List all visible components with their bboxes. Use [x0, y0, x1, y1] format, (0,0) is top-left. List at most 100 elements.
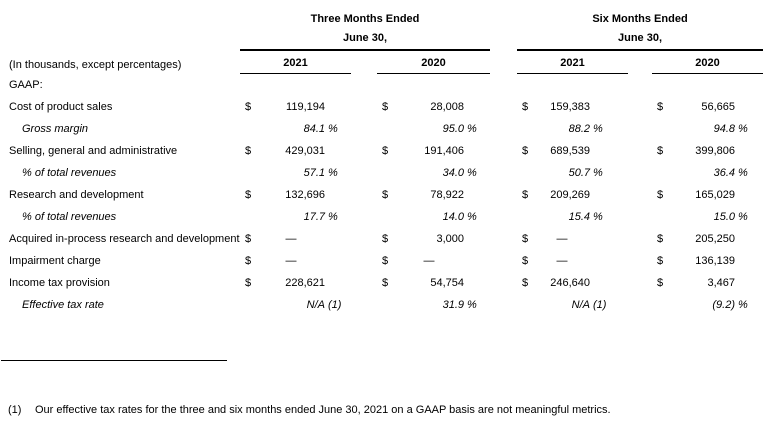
date-subheader-six-months: June 30,: [517, 26, 763, 51]
period-date-row: June 30, June 30,: [0, 26, 763, 51]
column-gap: [351, 51, 377, 74]
table-row: % of total revenues 57.1% 34.0% 50.7% 36.4%: [0, 162, 763, 184]
period-title-row: Three Months Ended Six Months Ended: [0, 0, 763, 26]
cell-value: 209,269: [550, 189, 590, 201]
value-cell: 94.8%: [652, 123, 763, 135]
value-cell: $689,539: [517, 145, 628, 157]
value-cell: $159,383: [517, 101, 628, 113]
value-suffix: %: [328, 211, 338, 223]
value-cell: $ —: [517, 233, 628, 245]
cell-value: 246,640: [550, 277, 590, 289]
value-cell: $209,269: [517, 189, 628, 201]
units-note: (In thousands, except percentages): [9, 59, 182, 71]
value-cell: $191,406: [377, 145, 490, 157]
value-cell: $28,008: [377, 101, 490, 113]
cell-value: 14.0: [442, 211, 464, 223]
currency-symbol: $: [382, 233, 389, 245]
zero-dash: —: [285, 255, 297, 267]
cell-value: 136,139: [695, 255, 735, 267]
currency-symbol: $: [522, 101, 529, 113]
zero-dash: —: [556, 233, 568, 245]
cell-value: 31.9: [442, 299, 464, 311]
row-label: % of total revenues: [22, 211, 117, 223]
cell-value: 78,922: [430, 189, 464, 201]
value-cell: $3,467: [652, 277, 763, 289]
value-suffix: %: [328, 167, 338, 179]
value-cell: 34.0%: [377, 167, 490, 179]
cell-value: 191,406: [424, 145, 464, 157]
value-suffix: %: [593, 167, 603, 179]
value-cell: 17.7%: [240, 211, 351, 223]
row-label: % of total revenues: [22, 167, 117, 179]
cell-value: 57.1: [303, 167, 325, 179]
year-column-6m-2021: 2021: [517, 51, 628, 74]
currency-symbol: $: [245, 189, 252, 201]
row-label: Cost of product sales: [9, 101, 113, 113]
cell-value: 50.7: [568, 167, 590, 179]
currency-symbol: $: [245, 233, 252, 245]
value-cell: $3,000: [377, 233, 490, 245]
year-header-row: (In thousands, except percentages) 2021 …: [0, 51, 763, 74]
year-column-6m-2020: 2020: [652, 51, 763, 74]
cell-value: 399,806: [695, 145, 735, 157]
value-cell: $54,754: [377, 277, 490, 289]
currency-symbol: $: [522, 255, 529, 267]
value-cell: $ —: [377, 255, 490, 267]
value-cell: $136,139: [652, 255, 763, 267]
table-row: Acquired in-process research and develop…: [0, 228, 763, 250]
value-suffix: %: [593, 123, 603, 135]
cell-value: 205,250: [695, 233, 735, 245]
value-cell: (9.2)%: [652, 299, 763, 311]
cell-value: 56,665: [701, 101, 735, 113]
cell-value: 36.4: [713, 167, 735, 179]
table-row: Selling, general and administrative $429,…: [0, 140, 763, 162]
column-gap: [490, 51, 517, 74]
year-column-3m-2021: 2021: [240, 51, 351, 74]
value-cell: 95.0%: [377, 123, 490, 135]
value-suffix: %: [593, 211, 603, 223]
cell-value: 15.0: [713, 211, 735, 223]
footnote-text: Our effective tax rates for the three an…: [35, 404, 611, 416]
currency-symbol: $: [382, 101, 389, 113]
section-row: GAAP:: [0, 74, 763, 96]
group-gap: [490, 26, 517, 51]
footnote-ref: (1): [8, 404, 22, 416]
cell-value: 54,754: [430, 277, 464, 289]
value-cell: 57.1%: [240, 167, 351, 179]
currency-symbol: $: [657, 145, 664, 157]
currency-symbol: $: [382, 255, 389, 267]
cell-value: 17.7: [303, 211, 325, 223]
table-row: Effective tax rate N/A (1) 31.9% N/A (1) (9.2)…: [0, 294, 763, 316]
zero-dash: —: [556, 255, 568, 267]
currency-symbol: $: [522, 277, 529, 289]
value-suffix: %: [738, 299, 748, 311]
cell-value: 94.8: [713, 123, 735, 135]
value-suffix: %: [467, 167, 477, 179]
value-suffix: %: [467, 123, 477, 135]
value-cell: $ —: [517, 255, 628, 267]
table-row: Gross margin 84.1% 95.0% 88.2% 94.8%: [0, 118, 763, 140]
currency-symbol: $: [245, 101, 252, 113]
period-header-three-months: Three Months Ended: [310, 13, 420, 25]
currency-symbol: $: [245, 145, 252, 157]
currency-symbol: $: [382, 145, 389, 157]
cell-value: 159,383: [550, 101, 590, 113]
cell-value: 228,621: [285, 277, 325, 289]
column-gap: [628, 51, 652, 74]
value-suffix: %: [328, 123, 338, 135]
cell-value: 15.4: [568, 211, 590, 223]
value-cell: 15.4%: [517, 211, 628, 223]
table-row: Impairment charge $ — $ — $ — $136,139: [0, 250, 763, 272]
cell-value: 3,000: [436, 233, 464, 245]
gaap-section-label: GAAP:: [9, 79, 43, 91]
value-cell: N/A (1): [517, 299, 628, 311]
header-spacer: [0, 0, 240, 26]
currency-symbol: $: [657, 101, 664, 113]
cell-value: 84.1: [303, 123, 325, 135]
zero-dash: —: [423, 255, 435, 267]
currency-symbol: $: [245, 255, 252, 267]
period-header-six-months: Six Months Ended: [592, 13, 688, 25]
value-cell: $399,806: [652, 145, 763, 157]
value-suffix: %: [467, 211, 477, 223]
